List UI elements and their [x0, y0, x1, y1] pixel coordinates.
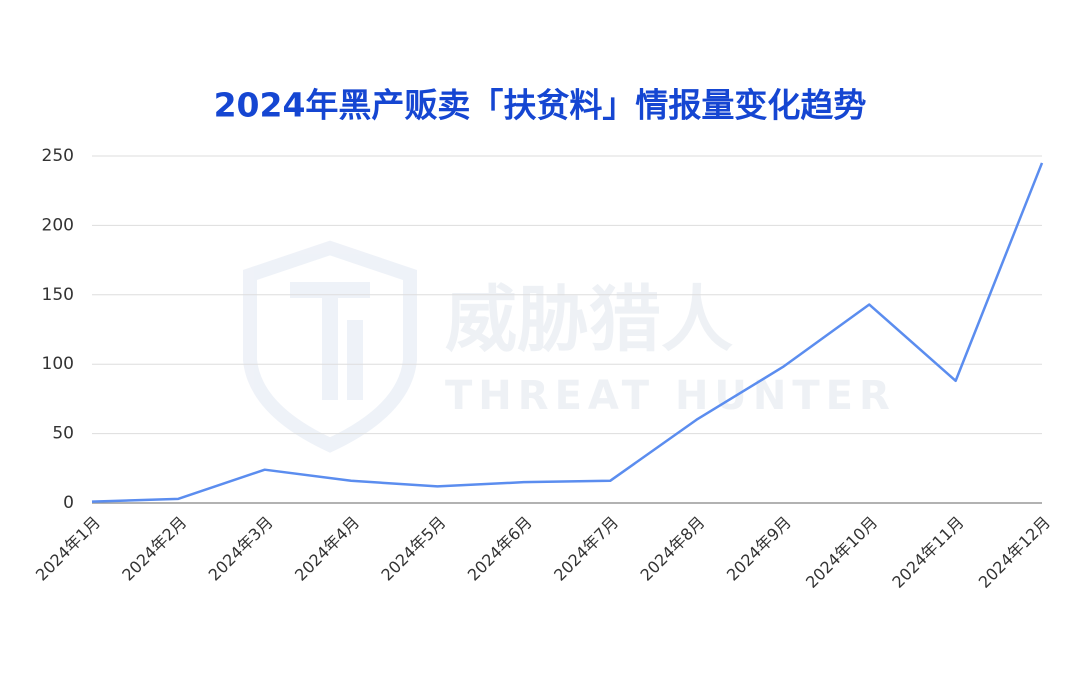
y-tick-label: 250	[42, 146, 74, 166]
data-line	[91, 162, 1044, 503]
y-tick-label: 100	[42, 354, 74, 374]
x-tick-label: 2024年11月	[888, 513, 967, 592]
x-tick-label: 2024年1月	[32, 513, 104, 585]
x-tick-label: 2024年5月	[377, 513, 449, 585]
x-tick-label: 2024年4月	[291, 513, 363, 585]
x-tick-label: 2024年10月	[802, 513, 881, 592]
watermark-brand: 威胁猎人	[445, 278, 733, 362]
y-tick-label: 0	[63, 493, 74, 513]
y-tick-label: 150	[42, 285, 74, 305]
y-tick-label: 200	[42, 215, 74, 235]
x-tick-label: 2024年6月	[464, 513, 536, 585]
x-tick-label: 2024年3月	[205, 513, 277, 585]
x-tick-label: 2024年9月	[723, 513, 795, 585]
y-tick-label: 50	[52, 424, 74, 444]
x-tick-label: 2024年8月	[636, 513, 708, 585]
watermark-shield	[243, 240, 417, 453]
chart-title: 2024年黑产贩卖「扶贫料」情报量变化趋势	[214, 86, 867, 125]
x-tick-label: 2024年12月	[975, 513, 1054, 592]
watermark-brand-en: THREAT HUNTER	[445, 373, 896, 419]
x-tick-label: 2024年2月	[118, 513, 190, 585]
x-tick-label: 2024年7月	[550, 513, 622, 585]
